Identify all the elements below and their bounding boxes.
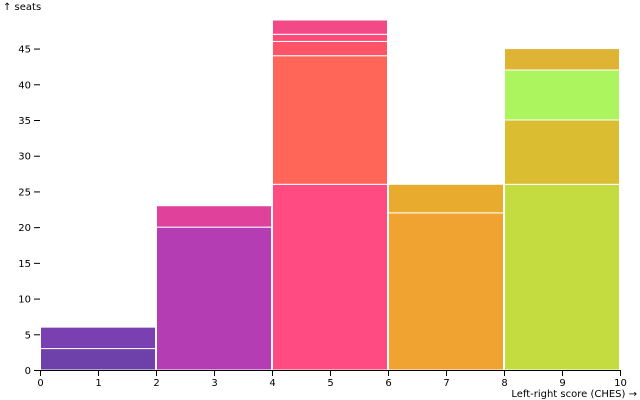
bar-segment-bin2-seg3 bbox=[272, 33, 388, 42]
y-tick-label: 0 bbox=[25, 366, 31, 377]
y-tick-label: 45 bbox=[18, 45, 31, 56]
bar-segment-bin0-seg0 bbox=[40, 348, 156, 371]
y-tick-label: 10 bbox=[18, 295, 31, 306]
y-tick-label: 20 bbox=[18, 223, 31, 234]
x-axis-label: Left-right score (CHES) → bbox=[511, 389, 637, 400]
bar-segment-bin4-seg2 bbox=[504, 69, 620, 121]
bar-segment-bin2-seg4 bbox=[272, 19, 388, 35]
x-tick-label: 6 bbox=[385, 378, 391, 389]
x-tick-label: 3 bbox=[211, 378, 217, 389]
x-tick-label: 1 bbox=[95, 378, 101, 389]
y-tick-label: 25 bbox=[18, 187, 31, 198]
y-tick-label: 30 bbox=[18, 152, 31, 163]
bar-segment-bin2-seg2 bbox=[272, 40, 388, 57]
bar-segment-bin4-seg3 bbox=[504, 48, 620, 71]
y-tick-label: 5 bbox=[25, 330, 31, 341]
bar-segment-bin4-seg0 bbox=[504, 183, 620, 371]
bar-segment-bin2-seg0 bbox=[272, 183, 388, 371]
x-tick-label: 9 bbox=[559, 378, 565, 389]
y-axis: 0 5 10 15 20 25 30 35 40 45 bbox=[18, 45, 40, 377]
x-tick-label: 4 bbox=[269, 378, 275, 389]
x-tick-label: 5 bbox=[327, 378, 333, 389]
y-tick-label: 40 bbox=[18, 80, 31, 91]
x-tick-label: 0 bbox=[37, 378, 43, 389]
bar-segment-bin4-seg1 bbox=[504, 119, 620, 185]
bar-segment-bin3-seg0 bbox=[388, 212, 504, 371]
bar-segment-bin3-seg1 bbox=[388, 183, 504, 214]
x-tick-label: 8 bbox=[501, 378, 507, 389]
bar-segment-bin1-seg1 bbox=[156, 205, 272, 228]
y-axis-label: ↑ seats bbox=[3, 2, 41, 13]
bar-segment-bin1-seg0 bbox=[156, 226, 272, 371]
x-axis: 0 1 2 3 4 5 6 7 8 9 10 bbox=[37, 370, 627, 389]
bar-segment-bin2-seg1 bbox=[272, 55, 388, 185]
y-tick-label: 35 bbox=[18, 116, 31, 127]
bars-layer bbox=[40, 19, 620, 371]
y-tick-label: 15 bbox=[18, 259, 31, 270]
x-tick-label: 2 bbox=[153, 378, 159, 389]
x-tick-label: 7 bbox=[443, 378, 449, 389]
x-tick-label: 10 bbox=[614, 378, 627, 389]
bar-segment-bin0-seg1 bbox=[40, 326, 156, 350]
